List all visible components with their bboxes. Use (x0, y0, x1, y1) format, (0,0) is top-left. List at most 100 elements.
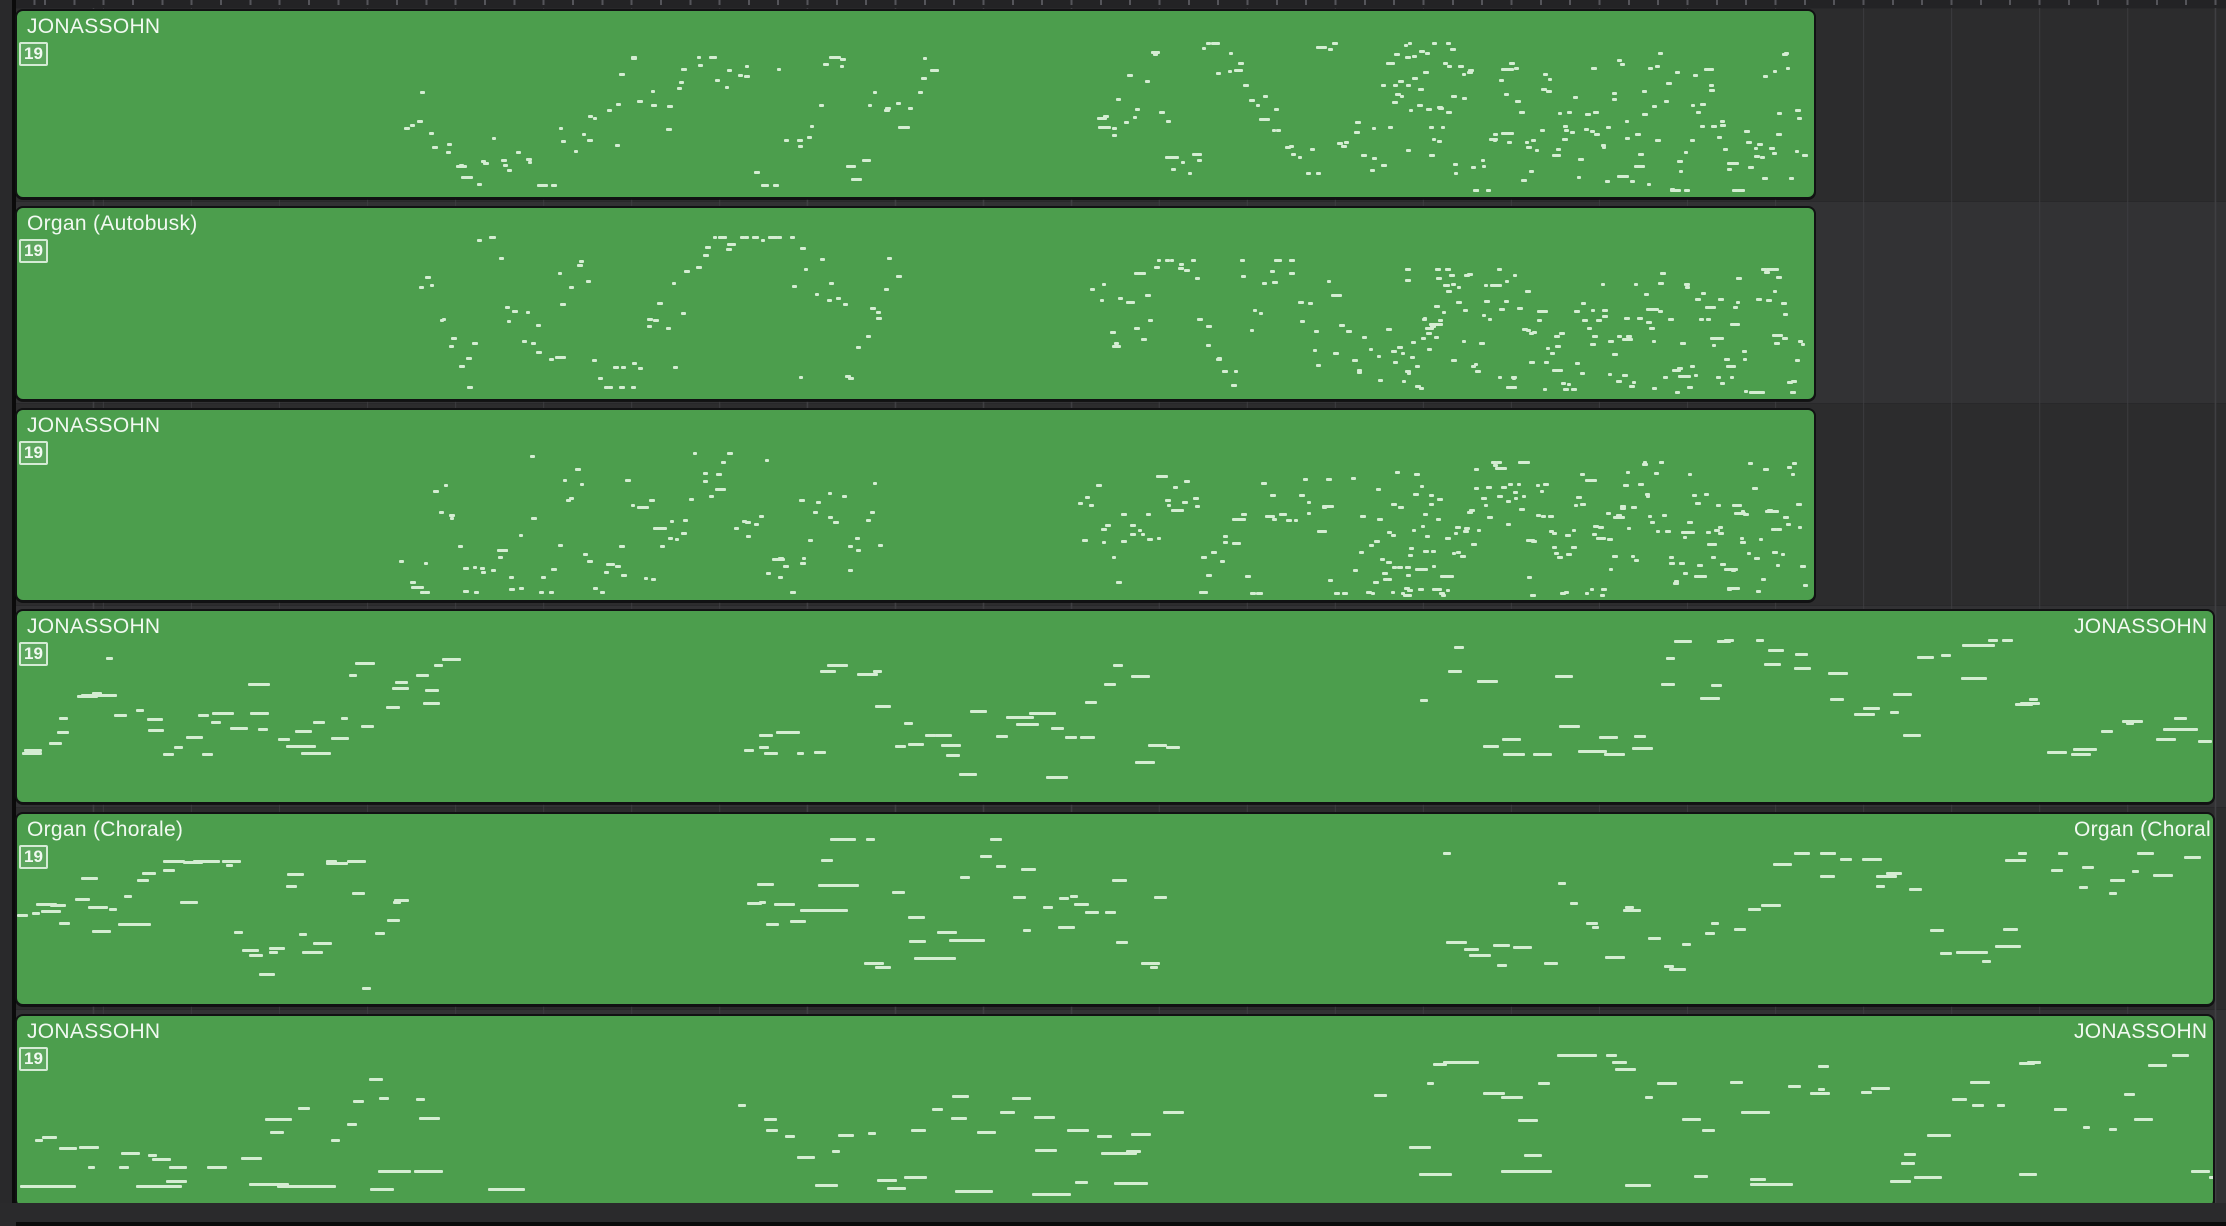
midi-note (2174, 717, 2187, 720)
region-name-label: JONASSOHN (27, 15, 161, 38)
midi-note (726, 248, 732, 251)
midi-note (1438, 319, 1443, 322)
midi-note (1272, 129, 1276, 132)
midi-note (827, 664, 845, 667)
midi-note (1116, 941, 1128, 944)
midi-note (1572, 529, 1576, 532)
midi-region-2[interactable]: Organ (Autobusk) 19 (15, 206, 1816, 401)
midi-note (1100, 299, 1104, 302)
midi-note (1333, 352, 1339, 355)
midi-note (1727, 162, 1739, 165)
midi-note (1501, 486, 1507, 489)
midi-note (904, 722, 913, 725)
midi-note (1893, 693, 1912, 696)
midi-note (1763, 75, 1768, 78)
midi-note (668, 537, 673, 540)
midi-note (752, 236, 756, 239)
midi-note (1720, 120, 1725, 123)
midi-note (667, 105, 673, 108)
midi-note (587, 139, 593, 142)
midi-note (2018, 852, 2027, 855)
midi-note (778, 557, 784, 560)
midi-note (1773, 863, 1792, 866)
midi-note (1786, 523, 1791, 526)
midi-note (1307, 501, 1311, 504)
midi-note (148, 1154, 157, 1157)
midi-note (1743, 513, 1749, 516)
midi-note (1419, 1173, 1452, 1176)
midi-note (1331, 294, 1342, 297)
midi-note (921, 77, 927, 80)
midi-region-3[interactable]: JONASSOHN 19 (15, 408, 1816, 602)
midi-note (790, 236, 795, 239)
midi-note (1565, 534, 1571, 537)
midi-note (681, 532, 687, 535)
midi-note (1429, 503, 1434, 506)
midi-note (1234, 370, 1238, 373)
midi-note (598, 377, 603, 380)
midi-note (1256, 104, 1260, 107)
midi-note (1646, 495, 1650, 498)
midi-region-6[interactable]: JONASSOHN 19 JONASSOHN (15, 1014, 2215, 1208)
midi-note (1110, 331, 1116, 334)
midi-note (759, 746, 769, 749)
midi-note (446, 151, 451, 154)
midi-note (472, 342, 478, 345)
midi-note (1502, 738, 1521, 741)
midi-region-1[interactable]: JONASSOHN 19 (15, 9, 1816, 199)
midi-note (1669, 968, 1686, 971)
midi-note (1683, 572, 1688, 575)
midi-note (466, 357, 472, 360)
midi-note (1680, 342, 1686, 345)
midi-note (951, 1117, 967, 1120)
midi-note (1876, 875, 1897, 878)
midi-note (1373, 581, 1379, 584)
midi-note (507, 320, 511, 323)
midi-note (1788, 1085, 1801, 1088)
midi-note (1339, 324, 1345, 327)
midi-note (632, 362, 637, 365)
midi-note (1440, 575, 1454, 578)
midi-note (766, 572, 771, 575)
midi-note (1776, 564, 1780, 567)
midi-note (92, 930, 111, 933)
midi-note (1272, 281, 1278, 284)
midi-note (892, 891, 905, 894)
midi-note (1431, 550, 1436, 553)
midi-region-5[interactable]: Organ (Chorale) 19 Organ (Chorale) (15, 812, 2215, 1006)
midi-note (560, 303, 566, 306)
midi-note (449, 514, 455, 517)
midi-note (1781, 553, 1785, 556)
midi-note (1620, 505, 1626, 508)
midi-note (536, 324, 541, 327)
midi-note (1784, 52, 1789, 55)
midi-note (1453, 163, 1458, 166)
midi-note (1790, 391, 1796, 394)
midi-note (1184, 480, 1190, 483)
midi-note (1474, 363, 1478, 366)
midi-note (1241, 275, 1246, 278)
midi-note (1970, 1081, 1990, 1084)
midi-note (1276, 129, 1281, 132)
midi-note (1326, 478, 1332, 481)
midi-note (1206, 574, 1212, 577)
timeline-ruler[interactable] (16, 0, 2226, 8)
midi-note (832, 1150, 840, 1153)
midi-note (763, 184, 769, 187)
midi-note (1391, 350, 1397, 353)
midi-note (1524, 1154, 1542, 1157)
midi-note (1760, 156, 1765, 159)
midi-note (840, 58, 846, 61)
midi-note (828, 492, 832, 495)
midi-note (88, 1166, 95, 1169)
midi-note (1216, 72, 1221, 75)
midi-note (1400, 95, 1404, 98)
midi-note (887, 257, 892, 260)
midi-note (1638, 153, 1644, 156)
midi-note (1580, 503, 1586, 506)
midi-note (425, 689, 439, 692)
midi-note (1616, 514, 1622, 517)
midi-note (1405, 268, 1411, 271)
midi-region-4[interactable]: JONASSOHN 19 JONASSOHN (15, 609, 2215, 804)
midi-note (1165, 156, 1179, 159)
